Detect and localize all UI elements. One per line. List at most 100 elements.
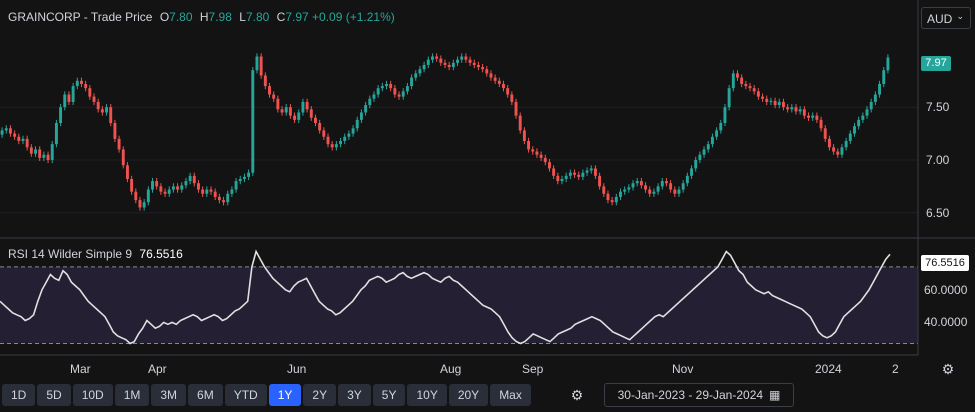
- price-candle[interactable]: [117, 135, 121, 153]
- price-candle[interactable]: [192, 172, 196, 187]
- price-candle[interactable]: [201, 186, 205, 197]
- price-candle[interactable]: [589, 165, 593, 174]
- price-candle[interactable]: [744, 80, 748, 90]
- price-candle[interactable]: [715, 127, 719, 140]
- price-candle[interactable]: [380, 82, 384, 92]
- price-candle[interactable]: [38, 146, 42, 162]
- price-candle[interactable]: [857, 116, 861, 130]
- price-candle[interactable]: [443, 59, 447, 69]
- price-candle[interactable]: [100, 106, 104, 116]
- price-candle[interactable]: [644, 182, 648, 193]
- price-candle[interactable]: [752, 85, 756, 95]
- price-candle[interactable]: [660, 177, 664, 190]
- range-button-max[interactable]: Max: [490, 384, 531, 406]
- price-candle[interactable]: [510, 91, 514, 106]
- price-candle[interactable]: [593, 165, 597, 179]
- price-candle[interactable]: [610, 196, 614, 206]
- price-candle[interactable]: [769, 97, 773, 106]
- price-candle[interactable]: [130, 175, 134, 195]
- price-candle[interactable]: [134, 188, 138, 204]
- price-candle[interactable]: [29, 144, 33, 157]
- price-candle[interactable]: [552, 165, 556, 179]
- price-candle[interactable]: [71, 82, 75, 106]
- price-candle[interactable]: [410, 74, 414, 90]
- price-candle[interactable]: [355, 116, 359, 132]
- price-candle[interactable]: [435, 53, 439, 62]
- price-candle[interactable]: [125, 162, 129, 183]
- price-candle[interactable]: [869, 98, 873, 113]
- price-candle[interactable]: [75, 77, 79, 90]
- price-candle[interactable]: [59, 104, 63, 127]
- price-candle[interactable]: [284, 104, 288, 116]
- price-candle[interactable]: [422, 61, 426, 73]
- price-candle[interactable]: [614, 193, 618, 206]
- range-button-10y[interactable]: 10Y: [407, 384, 447, 406]
- price-candle[interactable]: [301, 98, 305, 116]
- price-candle[interactable]: [485, 66, 489, 77]
- currency-selector[interactable]: AUD ⌄: [921, 7, 971, 29]
- range-button-10d[interactable]: 10D: [72, 384, 113, 406]
- price-candle[interactable]: [861, 112, 865, 124]
- price-candles[interactable]: [0, 53, 890, 211]
- price-candle[interactable]: [67, 91, 71, 106]
- price-candle[interactable]: [405, 82, 409, 95]
- price-candle[interactable]: [364, 101, 368, 116]
- price-candle[interactable]: [522, 127, 526, 145]
- price-candle[interactable]: [815, 112, 819, 124]
- price-candle[interactable]: [42, 151, 46, 162]
- price-candle[interactable]: [547, 158, 551, 172]
- price-candle[interactable]: [685, 172, 689, 187]
- price-candle[interactable]: [151, 177, 154, 193]
- price-candle[interactable]: [105, 104, 109, 116]
- price-candle[interactable]: [188, 172, 192, 185]
- price-candle[interactable]: [96, 98, 100, 113]
- price-candle[interactable]: [259, 53, 263, 79]
- price-candle[interactable]: [222, 196, 226, 206]
- range-button-3y[interactable]: 3Y: [338, 384, 371, 406]
- price-candle[interactable]: [840, 144, 844, 158]
- price-candle[interactable]: [740, 74, 744, 88]
- price-candle[interactable]: [293, 112, 297, 124]
- date-range-picker[interactable]: 30-Jan-2023 - 29-Jan-2024 ▦: [604, 383, 794, 407]
- price-candle[interactable]: [865, 106, 869, 119]
- price-candle[interactable]: [92, 93, 96, 106]
- price-candle[interactable]: [339, 137, 343, 148]
- range-button-1d[interactable]: 1D: [2, 384, 36, 406]
- price-candle[interactable]: [347, 130, 351, 140]
- range-settings-gear-icon[interactable]: ⚙: [570, 387, 584, 403]
- price-candle[interactable]: [736, 70, 739, 81]
- price-candle[interactable]: [719, 119, 723, 134]
- price-candle[interactable]: [873, 91, 877, 106]
- range-button-5y[interactable]: 5Y: [372, 384, 406, 406]
- price-candle[interactable]: [167, 186, 171, 197]
- price-candle[interactable]: [180, 182, 184, 193]
- price-candle[interactable]: [176, 183, 180, 193]
- price-candle[interactable]: [439, 55, 443, 67]
- price-candle[interactable]: [581, 169, 585, 181]
- price-candle[interactable]: [322, 127, 326, 140]
- price-candle[interactable]: [414, 70, 418, 81]
- price-candle[interactable]: [606, 190, 610, 204]
- price-candle[interactable]: [648, 186, 652, 197]
- price-candle[interactable]: [723, 104, 727, 127]
- price-candle[interactable]: [359, 109, 363, 124]
- price-candle[interactable]: [318, 119, 322, 134]
- price-candle[interactable]: [297, 109, 301, 124]
- price-candle[interactable]: [635, 177, 639, 187]
- price-candle[interactable]: [401, 88, 405, 100]
- range-button-1y[interactable]: 1Y: [268, 384, 302, 406]
- price-candle[interactable]: [80, 77, 83, 88]
- price-candle[interactable]: [619, 188, 622, 201]
- range-button-3m[interactable]: 3M: [151, 384, 187, 406]
- price-candle[interactable]: [669, 180, 673, 193]
- price-candle[interactable]: [472, 59, 476, 69]
- price-candle[interactable]: [251, 67, 255, 176]
- price-candle[interactable]: [234, 177, 238, 193]
- price-candle[interactable]: [46, 151, 50, 164]
- price-candle[interactable]: [761, 93, 765, 102]
- price-candle[interactable]: [794, 104, 798, 115]
- price-candle[interactable]: [627, 184, 631, 193]
- price-candle[interactable]: [456, 56, 459, 67]
- price-candle[interactable]: [786, 104, 790, 113]
- price-candle[interactable]: [848, 130, 852, 145]
